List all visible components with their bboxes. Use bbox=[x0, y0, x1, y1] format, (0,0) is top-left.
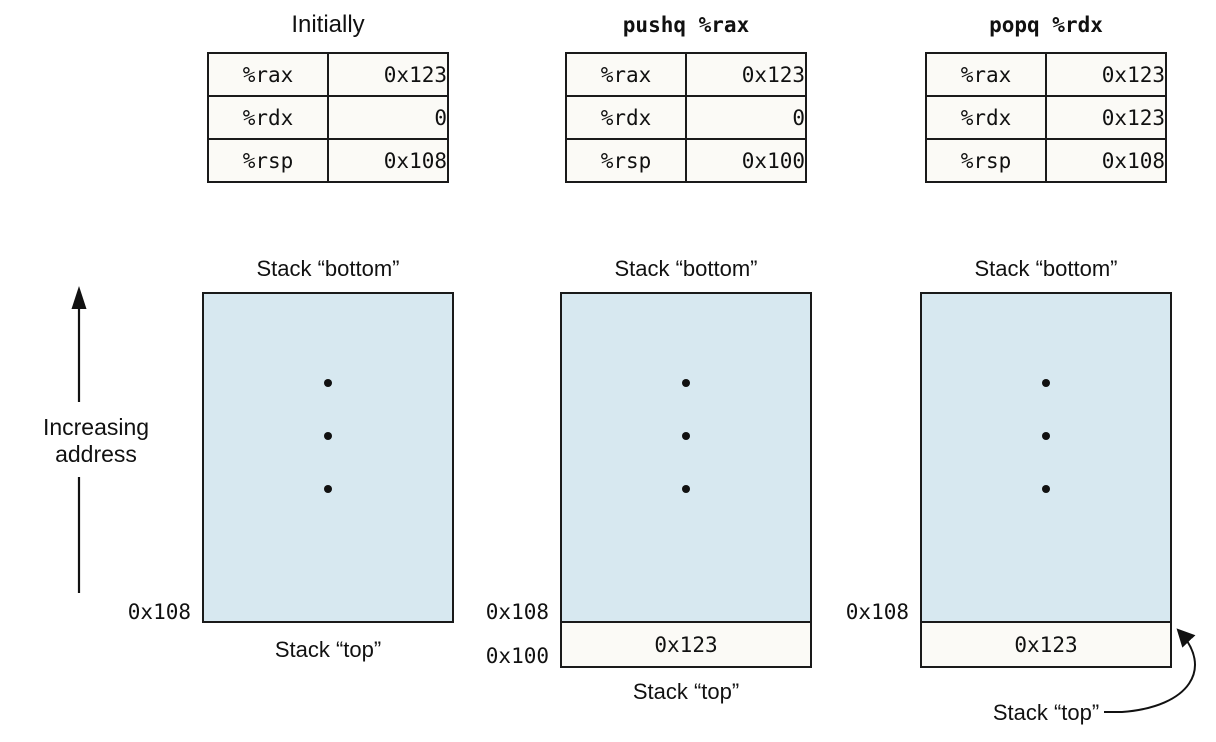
stack-top-label: Stack “top” bbox=[632, 679, 740, 704]
ellipsis-dot bbox=[324, 379, 332, 387]
register-row: %rax 0x123 bbox=[925, 52, 1167, 97]
ellipsis-dot bbox=[682, 432, 690, 440]
register-value: 0x123 bbox=[685, 52, 807, 97]
column-initially: Initially %rax 0x123 %rdx 0 %rsp 0x108 S… bbox=[128, 0, 454, 742]
address-label-0x108: 0x108 bbox=[127, 600, 191, 624]
stack-top-label: Stack “top” bbox=[992, 700, 1100, 725]
ellipsis-dot bbox=[1042, 379, 1050, 387]
register-name: %rax bbox=[565, 52, 687, 97]
stack-bottom-label: Stack “bottom” bbox=[614, 256, 758, 281]
stack-region bbox=[920, 292, 1172, 623]
increasing-address-line2: address bbox=[55, 441, 137, 467]
column-pushq-rax: pushq %rax %rax 0x123 %rdx 0 %rsp 0x100 … bbox=[486, 0, 812, 742]
register-name: %rsp bbox=[925, 138, 1047, 183]
register-table: %rax 0x123 %rdx 0 %rsp 0x100 bbox=[560, 52, 812, 183]
register-value: 0x123 bbox=[1045, 52, 1167, 97]
register-row: %rax 0x123 bbox=[207, 52, 449, 97]
ellipsis-dot bbox=[682, 379, 690, 387]
register-table: %rax 0x123 %rdx 0x123 %rsp 0x108 bbox=[920, 52, 1172, 183]
register-row: %rsp 0x108 bbox=[925, 138, 1167, 183]
register-name: %rax bbox=[925, 52, 1047, 97]
address-label-0x108: 0x108 bbox=[485, 600, 549, 624]
register-row: %rdx 0 bbox=[207, 95, 449, 140]
column-title: popq %rdx bbox=[989, 13, 1103, 37]
register-row: %rsp 0x108 bbox=[207, 138, 449, 183]
ellipsis-dot bbox=[324, 432, 332, 440]
register-value: 0x108 bbox=[1045, 138, 1167, 183]
register-table: %rax 0x123 %rdx 0 %rsp 0x108 bbox=[202, 52, 454, 183]
register-value: 0x123 bbox=[1045, 95, 1167, 140]
register-name: %rdx bbox=[207, 95, 329, 140]
ellipsis-dot bbox=[1042, 432, 1050, 440]
stack-top-label: Stack “top” bbox=[274, 637, 382, 662]
stack-region bbox=[560, 292, 812, 623]
increasing-address-line1: Increasing bbox=[42, 414, 150, 440]
pushed-stack-cell: 0x123 bbox=[920, 621, 1172, 668]
stack-region bbox=[202, 292, 454, 623]
pushed-stack-cell: 0x123 bbox=[560, 621, 812, 668]
register-name: %rdx bbox=[925, 95, 1047, 140]
register-row: %rax 0x123 bbox=[565, 52, 807, 97]
register-name: %rdx bbox=[565, 95, 687, 140]
register-value: 0 bbox=[327, 95, 449, 140]
register-value: 0x100 bbox=[685, 138, 807, 183]
register-value: 0 bbox=[685, 95, 807, 140]
increasing-address-label: Increasing address bbox=[6, 414, 186, 468]
ellipsis-dot bbox=[324, 485, 332, 493]
ellipsis-dot bbox=[1042, 485, 1050, 493]
column-title: pushq %rax bbox=[622, 13, 750, 37]
register-value: 0x108 bbox=[327, 138, 449, 183]
register-name: %rsp bbox=[207, 138, 329, 183]
stack-bottom-label: Stack “bottom” bbox=[256, 256, 400, 281]
register-row: %rdx 0 bbox=[565, 95, 807, 140]
register-value: 0x123 bbox=[327, 52, 449, 97]
ellipsis-dot bbox=[682, 485, 690, 493]
register-name: %rsp bbox=[565, 138, 687, 183]
address-label-0x100: 0x100 bbox=[485, 644, 549, 668]
register-row: %rdx 0x123 bbox=[925, 95, 1167, 140]
register-name: %rax bbox=[207, 52, 329, 97]
stack-bottom-label: Stack “bottom” bbox=[974, 256, 1118, 281]
address-label-0x108: 0x108 bbox=[845, 600, 909, 624]
column-title: Initially bbox=[291, 11, 365, 38]
column-popq-rdx: popq %rdx %rax 0x123 %rdx 0x123 %rsp 0x1… bbox=[846, 0, 1172, 742]
register-row: %rsp 0x100 bbox=[565, 138, 807, 183]
